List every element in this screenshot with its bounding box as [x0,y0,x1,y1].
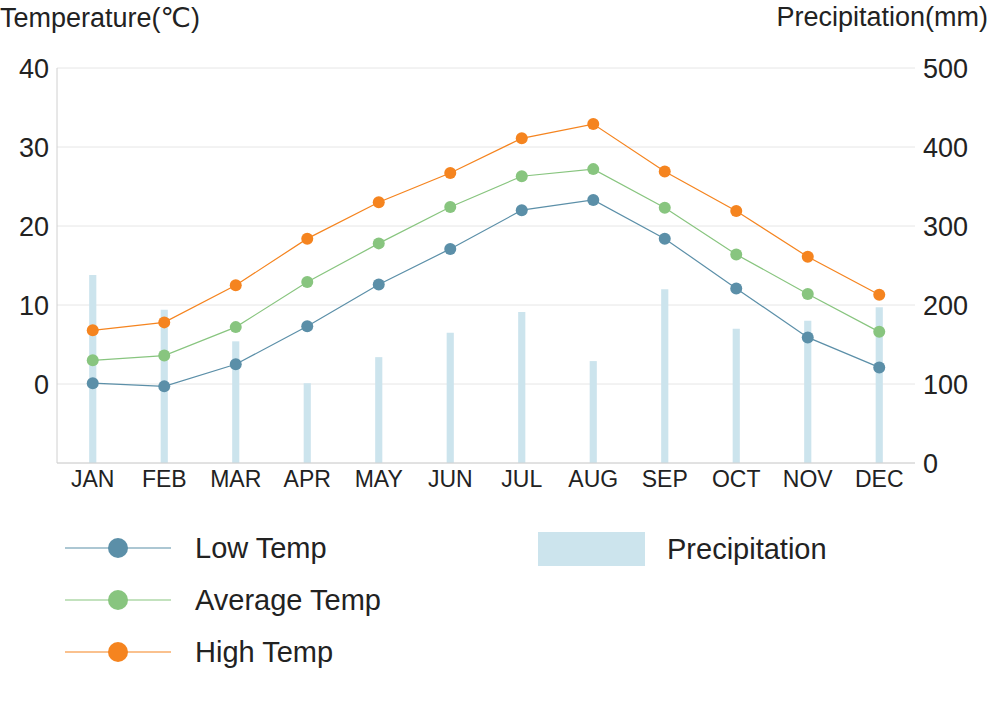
svg-text:0: 0 [923,449,938,479]
html-text:Temperature(℃): Temperature(℃) [0,3,200,33]
svg-text:FEB: FEB [142,466,187,492]
svg-text:OCT: OCT [712,466,761,492]
svg-text:300: 300 [923,212,968,242]
svg-text:10: 10 [19,291,49,321]
svg-text:400: 400 [923,133,968,163]
svg-text:40: 40 [19,54,49,84]
svg-text:NOV: NOV [783,466,834,492]
svg-text:AUG: AUG [568,466,618,492]
svg-text:200: 200 [923,291,968,321]
html-text:Precipitation(mm): Precipitation(mm) [776,2,988,32]
svg-text:100: 100 [923,370,968,400]
svg-text:JUN: JUN [428,466,473,492]
svg-text:0: 0 [34,370,49,400]
html-text:Average Temp: Average Temp [195,583,381,616]
html-text:Precipitation: Precipitation [667,532,827,565]
svg-text:SEP: SEP [642,466,688,492]
svg-text:DEC: DEC [855,466,904,492]
svg-text:20: 20 [19,212,49,242]
svg-text:JAN: JAN [71,466,114,492]
svg-text:30: 30 [19,133,49,163]
html-text:High Temp: High Temp [195,635,334,668]
html-text:Low Temp: Low Temp [195,531,327,564]
svg-text:APR: APR [284,466,331,492]
svg-text:MAR: MAR [210,466,261,492]
svg-text:JUL: JUL [501,466,542,492]
svg-text:500: 500 [923,54,968,84]
svg-text:MAY: MAY [355,466,403,492]
